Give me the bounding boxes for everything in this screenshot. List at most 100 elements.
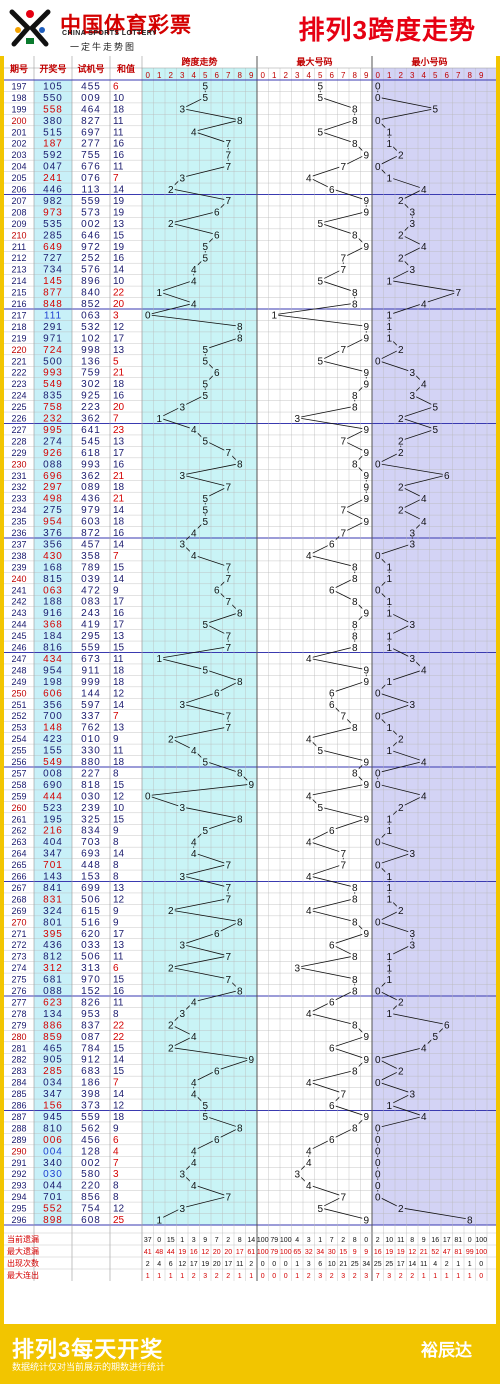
- group-header: 最小号码: [411, 56, 447, 67]
- issue-number: 282: [11, 1055, 26, 1065]
- trend-mark: 4: [191, 276, 197, 287]
- draw-number: 155: [43, 746, 63, 757]
- issue-number: 200: [11, 116, 26, 126]
- sum-value: 18: [113, 1112, 125, 1123]
- test-number: 455: [81, 81, 101, 92]
- mark-bg: [212, 928, 221, 939]
- stat-value: 0: [284, 1273, 288, 1280]
- issue-number: 267: [11, 883, 26, 893]
- trend-mark: 7: [225, 139, 231, 150]
- sum-value: 9: [113, 917, 119, 928]
- draw-number: 216: [43, 826, 63, 837]
- trend-mark: 1: [386, 631, 392, 642]
- stat-value: 79: [270, 1249, 278, 1256]
- stat-label: 出现次数: [7, 1258, 39, 1268]
- trend-mark: 3: [179, 540, 185, 551]
- trend-mark: 1: [386, 895, 392, 906]
- trend-mark: 8: [352, 631, 358, 642]
- stat-value: 1: [468, 1261, 472, 1268]
- mark-bg: [201, 504, 210, 515]
- mark-bg: [201, 378, 210, 389]
- stat-value: 12: [408, 1249, 416, 1256]
- trend-mark: 5: [432, 425, 438, 436]
- mark-bg: [362, 1111, 371, 1122]
- mark-bg: [224, 721, 233, 732]
- trend-mark: 4: [191, 849, 197, 860]
- mark-bg: [189, 424, 198, 435]
- stat-value: 0: [364, 1237, 368, 1244]
- issue-number: 239: [11, 562, 26, 572]
- trend-mark: 7: [340, 505, 346, 516]
- trend-mark: 7: [340, 860, 346, 871]
- draw-number: 558: [43, 104, 63, 115]
- trend-mark: 0: [375, 82, 381, 93]
- mark-bg: [270, 309, 279, 320]
- mark-bg: [396, 905, 405, 916]
- mark-bg: [189, 275, 198, 286]
- trend-mark: 6: [444, 471, 450, 482]
- draw-number: 148: [43, 723, 63, 734]
- trend-mark: 9: [363, 929, 369, 940]
- grid-lines: [4, 56, 496, 1281]
- trend-mark: 8: [352, 643, 358, 654]
- mark-bg: [316, 1202, 325, 1213]
- mark-bg: [224, 160, 233, 171]
- stat-value: 2: [445, 1261, 449, 1268]
- trend-mark: 9: [363, 608, 369, 619]
- draw-number: 606: [43, 688, 63, 699]
- trend-mark: 3: [179, 402, 185, 413]
- trend-table: 期号 开奖号 试机号 和值 跨度走势 最大号码 最小号码 0 1 2 3 4 5 6 7 8 9 0 1 2 3 4 5 6 7…: [4, 56, 496, 1324]
- mark-bg: [362, 813, 371, 824]
- trend-mark: 2: [168, 219, 174, 230]
- test-number: 457: [81, 539, 101, 550]
- digit-header: 2: [169, 71, 174, 80]
- test-number: 818: [81, 780, 101, 791]
- trend-mark: 8: [352, 1021, 358, 1032]
- mark-bg: [201, 355, 210, 366]
- test-number: 419: [81, 620, 101, 631]
- mark-bg: [408, 538, 417, 549]
- trend-mark: 2: [398, 196, 404, 207]
- mark-bg: [362, 447, 371, 458]
- mark-bg: [373, 550, 382, 561]
- trend-mark: 8: [352, 975, 358, 986]
- trend-mark: 7: [225, 162, 231, 173]
- logo-slogan: 一定牛走势图: [70, 42, 137, 52]
- trend-mark: 8: [237, 677, 243, 688]
- issue-number: 254: [11, 734, 26, 744]
- sum-value: 21: [113, 494, 125, 505]
- mark-bg: [373, 710, 382, 721]
- mark-bg: [385, 332, 394, 343]
- sum-value: 7: [113, 414, 119, 425]
- mark-bg: [339, 710, 348, 721]
- test-number: 089: [81, 482, 101, 493]
- mark-bg: [396, 996, 405, 1007]
- trend-mark: 1: [386, 276, 392, 287]
- trend-mark: 9: [363, 208, 369, 219]
- mark-bg: [350, 950, 359, 961]
- sum-value: 12: [113, 1101, 125, 1112]
- draw-number: 971: [43, 333, 63, 344]
- draw-number: 404: [43, 837, 63, 848]
- stat-value: 15: [339, 1249, 347, 1256]
- stat-value: 17: [397, 1261, 405, 1268]
- mark-bg: [166, 218, 175, 229]
- mark-bg: [339, 252, 348, 263]
- test-number: 762: [81, 723, 101, 734]
- draw-number: 034: [43, 1078, 63, 1089]
- trend-mark: 3: [179, 1204, 185, 1215]
- digit-header: 1: [157, 71, 162, 80]
- stat-value: 65: [293, 1249, 301, 1256]
- mark-bg: [201, 515, 210, 526]
- mark-bg: [178, 470, 187, 481]
- mark-bg: [362, 424, 371, 435]
- draw-number: 877: [43, 288, 63, 299]
- issue-number: 199: [11, 104, 26, 114]
- stat-value: 3: [341, 1273, 345, 1280]
- trend-mark: 7: [225, 482, 231, 493]
- stat-value: 10: [328, 1261, 336, 1268]
- issue-number: 197: [11, 81, 26, 91]
- stat-value: 47: [443, 1249, 451, 1256]
- mark-bg: [385, 950, 394, 961]
- sum-value: 8: [113, 1192, 119, 1203]
